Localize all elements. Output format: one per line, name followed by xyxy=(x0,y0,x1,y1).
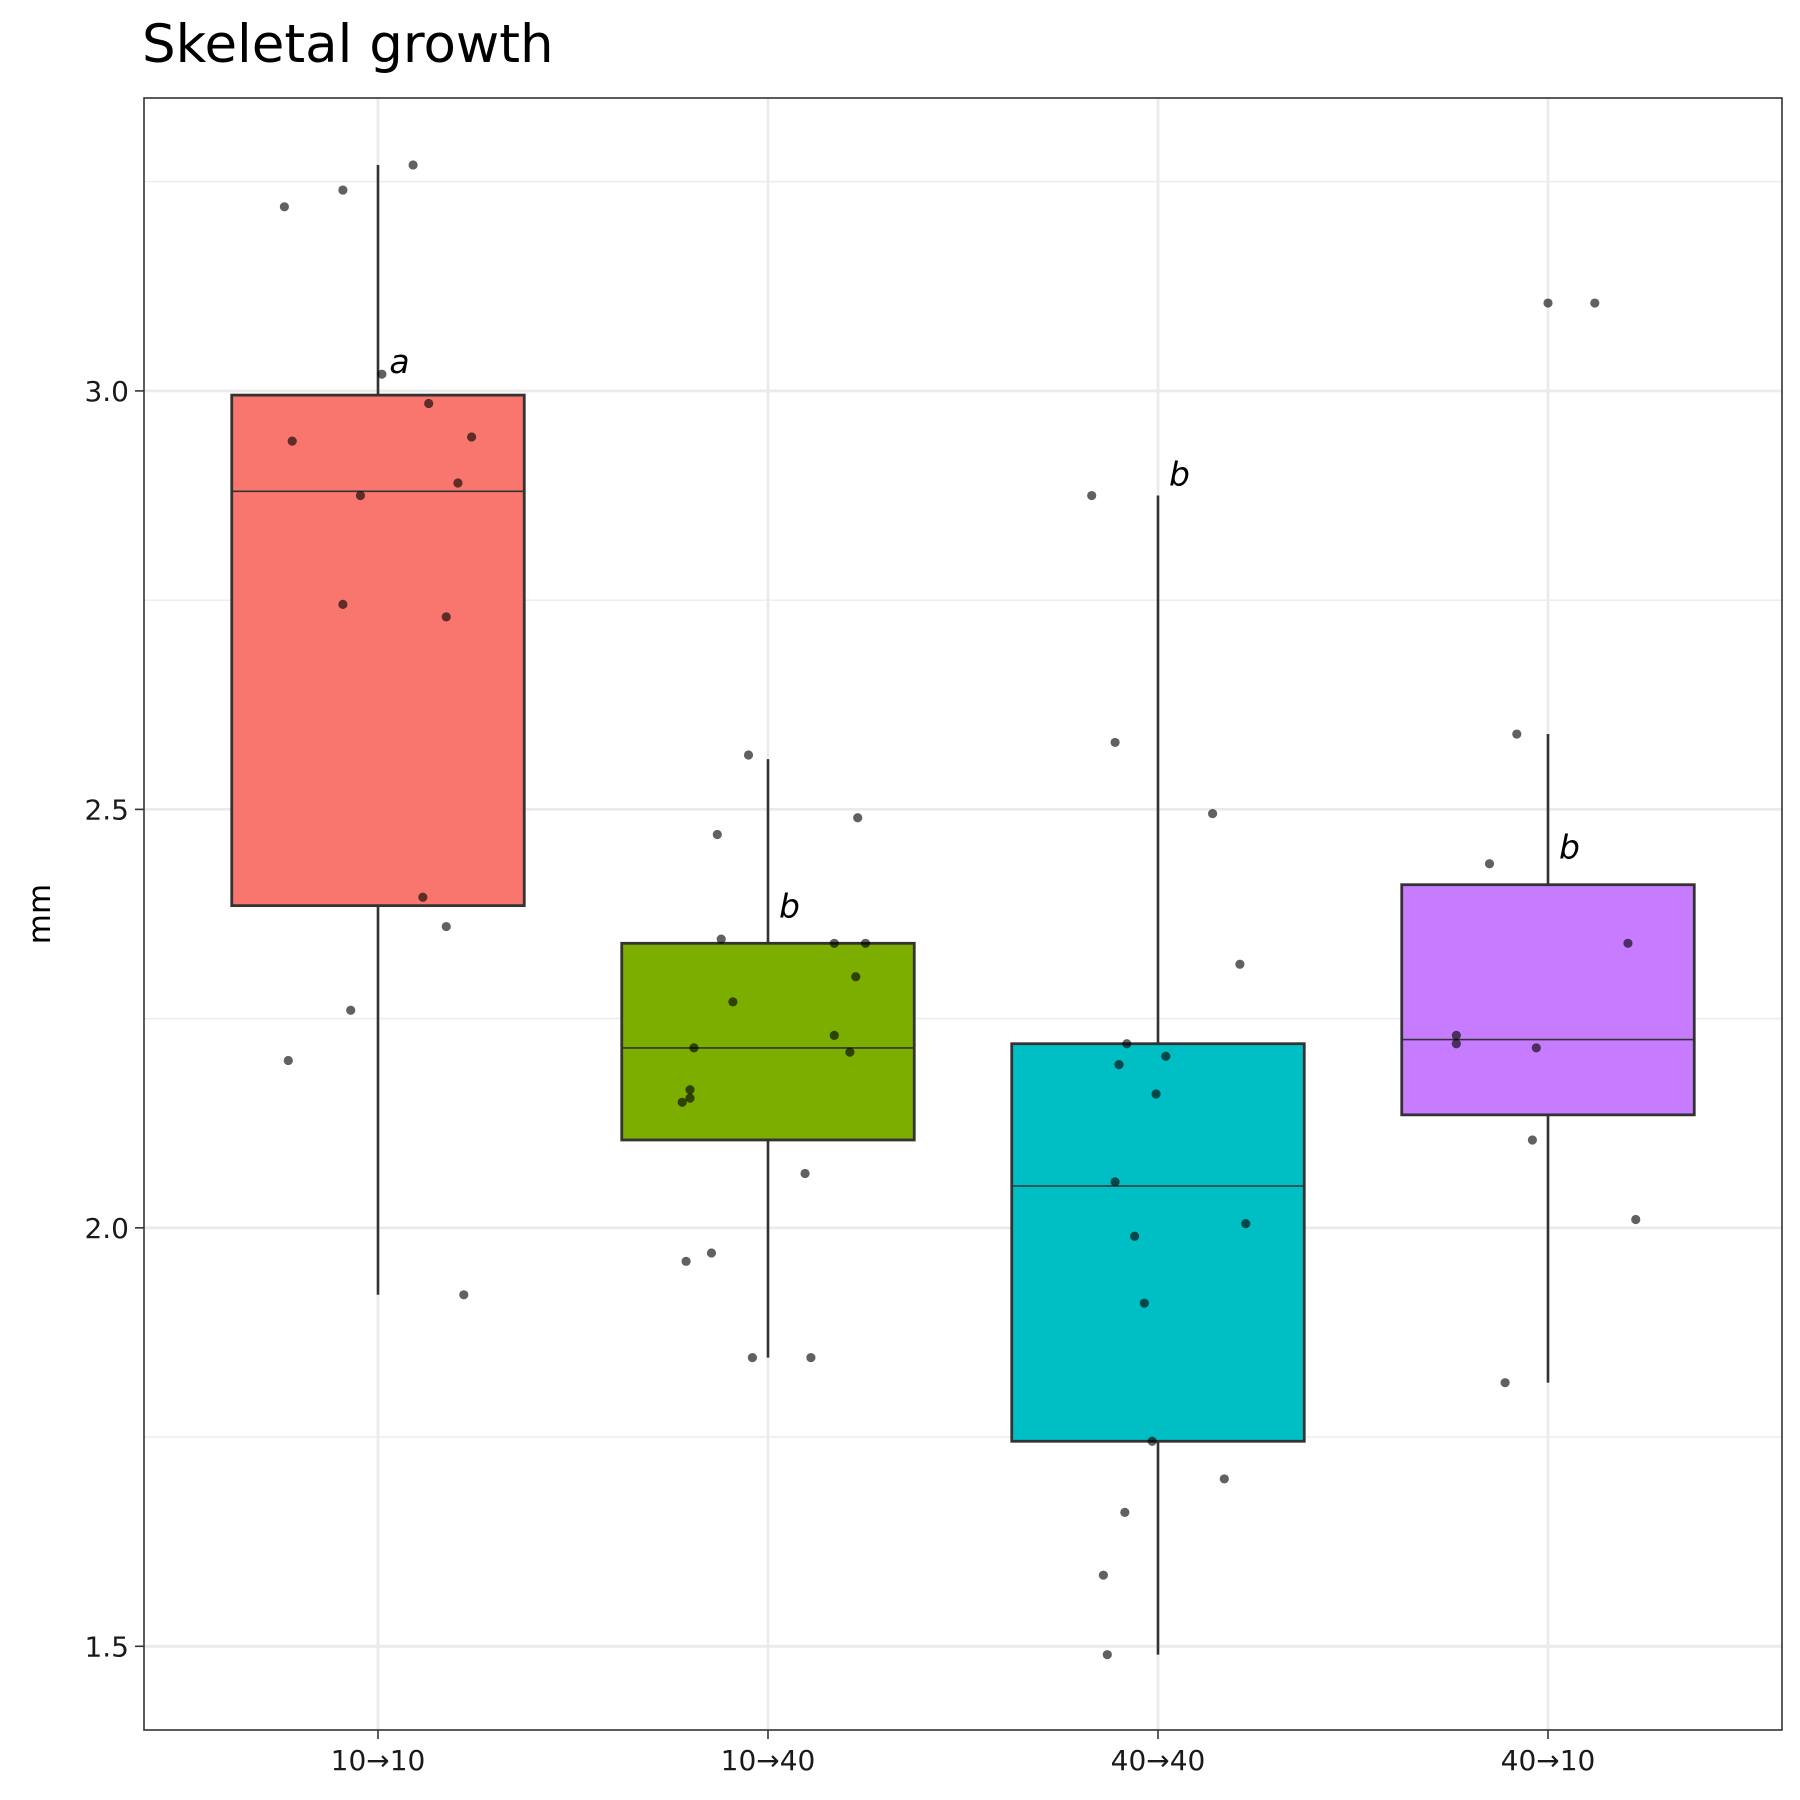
data-point xyxy=(1098,1570,1108,1580)
data-point xyxy=(1631,1214,1641,1225)
data-point xyxy=(845,1047,855,1057)
y-axis-label: mm xyxy=(22,884,58,944)
data-point xyxy=(346,1005,356,1015)
data-point xyxy=(453,478,463,488)
data-point xyxy=(1110,737,1120,748)
boxes xyxy=(230,393,1696,1443)
y-tick-label: 2.5 xyxy=(84,793,129,826)
data-point xyxy=(747,1352,758,1363)
data-point xyxy=(851,972,861,982)
data-point xyxy=(829,1030,839,1040)
data-point xyxy=(279,202,289,212)
data-point xyxy=(806,1352,816,1363)
data-point xyxy=(1120,1507,1130,1517)
data-point xyxy=(1151,1089,1161,1099)
data-point xyxy=(1235,959,1245,969)
whiskers xyxy=(376,164,1550,1655)
data-point xyxy=(1110,1177,1120,1187)
plot-border xyxy=(143,97,1783,1731)
data-point xyxy=(728,997,738,1007)
data-point xyxy=(1484,859,1495,869)
data-point xyxy=(424,398,434,409)
x-tick-label: 10→10 xyxy=(331,1744,426,1777)
data-point xyxy=(800,1168,810,1179)
data-point xyxy=(689,1043,699,1053)
data-points xyxy=(279,160,1641,1660)
data-point xyxy=(1623,938,1633,948)
data-point xyxy=(743,750,754,760)
x-tick-label: 40→10 xyxy=(1501,1744,1596,1777)
data-point xyxy=(338,185,348,195)
data-point xyxy=(355,490,366,501)
data-point xyxy=(1451,1030,1461,1040)
group-letter: b xyxy=(779,886,800,925)
group-letter: a xyxy=(389,342,409,381)
data-point xyxy=(418,892,428,902)
data-point xyxy=(1543,298,1553,308)
data-point xyxy=(1590,298,1600,308)
box-iqr xyxy=(1010,1042,1306,1443)
data-point xyxy=(1161,1051,1171,1061)
data-point xyxy=(1241,1219,1251,1229)
data-point xyxy=(1219,1474,1229,1484)
data-point xyxy=(677,1097,687,1107)
box-iqr xyxy=(620,941,916,1142)
data-point xyxy=(829,938,839,948)
data-point xyxy=(685,1093,695,1103)
data-point xyxy=(1102,1650,1112,1660)
data-point xyxy=(1139,1298,1149,1308)
data-point xyxy=(287,436,297,446)
data-point xyxy=(1087,490,1097,501)
y-tick-label: 1.5 xyxy=(84,1630,129,1663)
data-point xyxy=(459,1290,469,1300)
group-letter: b xyxy=(1559,828,1580,867)
group-letters: a b b b xyxy=(389,342,1580,925)
data-point xyxy=(1208,808,1218,819)
data-point xyxy=(685,1085,695,1095)
data-point xyxy=(441,612,451,622)
box-iqr xyxy=(230,393,526,908)
data-point xyxy=(1500,1378,1510,1388)
x-tick-label: 40→40 xyxy=(1111,1744,1206,1777)
data-point xyxy=(1451,1039,1461,1049)
group-letter: b xyxy=(1169,455,1190,494)
x-tick-label: 10→40 xyxy=(721,1744,816,1777)
data-point xyxy=(681,1256,691,1266)
data-point xyxy=(338,599,348,609)
axes: 1.5 2.0 2.5 3.0 10→10 10→40 40→40 40→10 xyxy=(84,375,1595,1777)
data-point xyxy=(1130,1231,1140,1241)
data-point xyxy=(1122,1039,1132,1049)
data-point xyxy=(283,1055,293,1066)
data-point xyxy=(712,829,722,840)
data-point xyxy=(1527,1135,1537,1145)
data-point xyxy=(1114,1060,1124,1070)
data-point xyxy=(716,934,726,944)
data-point xyxy=(1531,1043,1541,1053)
chart-title: Skeletal growth xyxy=(142,14,554,75)
data-point xyxy=(1147,1436,1157,1446)
data-point xyxy=(441,921,451,932)
y-tick-label: 2.0 xyxy=(84,1212,129,1245)
y-tick-label: 3.0 xyxy=(84,375,129,408)
data-point xyxy=(860,938,871,948)
box-iqr xyxy=(1400,883,1696,1117)
data-point xyxy=(1512,729,1522,739)
data-point xyxy=(408,160,418,170)
data-point xyxy=(467,432,477,442)
data-point xyxy=(853,813,863,823)
data-point xyxy=(377,369,387,379)
data-point xyxy=(706,1248,717,1258)
